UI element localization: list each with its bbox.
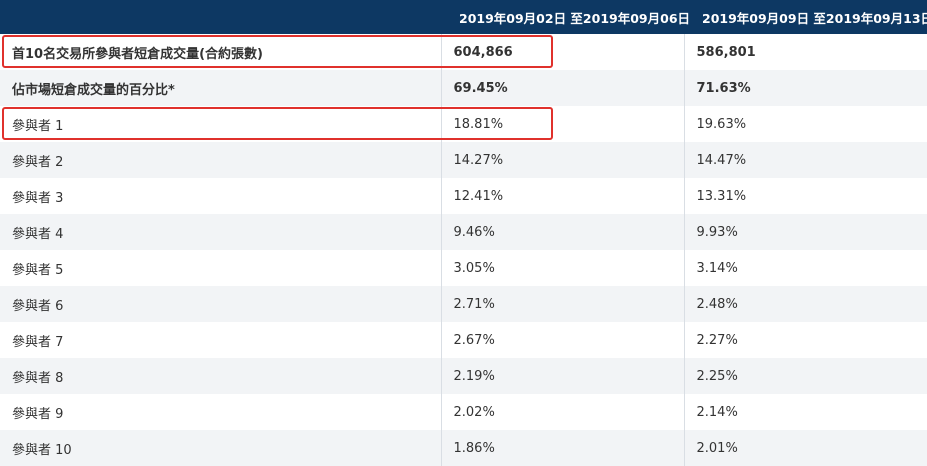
row-value-week1: 3.05% xyxy=(441,250,685,286)
row-value-week1: 2.71% xyxy=(441,286,685,322)
row-value-week2: 2.14% xyxy=(684,394,927,430)
row-label: 參與者 2 xyxy=(0,142,442,178)
column-header-week2: 2019年09月09日 至2019年09月13日 xyxy=(684,0,927,34)
table-row-participant-7: 參與者 7 2.67% 2.27% xyxy=(0,322,927,358)
row-label: 參與者 8 xyxy=(0,358,442,394)
row-label: 首10名交易所參與者短倉成交量(合約張數) xyxy=(0,34,442,70)
table-row-participant-4: 參與者 4 9.46% 9.93% xyxy=(0,214,927,250)
row-value-week1: 14.27% xyxy=(441,142,685,178)
row-value-week2: 9.93% xyxy=(684,214,927,250)
row-value-week1: 1.86% xyxy=(441,430,685,466)
table-header-row: 2019年09月02日 至2019年09月06日 2019年09月09日 至20… xyxy=(0,0,927,34)
row-value-week2: 3.14% xyxy=(684,250,927,286)
column-header-label xyxy=(0,0,441,34)
row-label: 參與者 6 xyxy=(0,286,442,322)
row-value-week1: 2.19% xyxy=(441,358,685,394)
row-value-week2: 14.47% xyxy=(684,142,927,178)
row-value-week2: 586,801 xyxy=(684,34,927,70)
row-value-week2: 71.63% xyxy=(684,70,927,106)
row-label: 參與者 5 xyxy=(0,250,442,286)
table-row-participant-9: 參與者 9 2.02% 2.14% xyxy=(0,394,927,430)
row-label: 參與者 1 xyxy=(0,106,442,142)
row-value-week2: 19.63% xyxy=(684,106,927,142)
table-row-total-volume: 首10名交易所參與者短倉成交量(合約張數) 604,866 586,801 xyxy=(0,34,927,70)
row-value-week2: 2.27% xyxy=(684,322,927,358)
table-row-participant-1: 參與者 1 18.81% 19.63% xyxy=(0,106,927,142)
row-value-week1: 2.67% xyxy=(441,322,685,358)
row-value-week1: 69.45% xyxy=(441,70,685,106)
table-row-market-share: 佔市場短倉成交量的百分比* 69.45% 71.63% xyxy=(0,70,927,106)
column-header-week1: 2019年09月02日 至2019年09月06日 xyxy=(441,0,690,34)
row-label: 參與者 10 xyxy=(0,430,442,466)
row-value-week1: 18.81% xyxy=(441,106,685,142)
table-row-participant-3: 參與者 3 12.41% 13.31% xyxy=(0,178,927,214)
table-row-participant-2: 參與者 2 14.27% 14.47% xyxy=(0,142,927,178)
row-value-week1: 604,866 xyxy=(441,34,685,70)
table-row-participant-10: 參與者 10 1.86% 2.01% xyxy=(0,430,927,466)
row-label: 佔市場短倉成交量的百分比* xyxy=(0,70,442,106)
row-value-week2: 2.48% xyxy=(684,286,927,322)
row-label: 參與者 3 xyxy=(0,178,442,214)
row-value-week2: 2.01% xyxy=(684,430,927,466)
row-label: 參與者 4 xyxy=(0,214,442,250)
table-row-participant-5: 參與者 5 3.05% 3.14% xyxy=(0,250,927,286)
row-label: 參與者 9 xyxy=(0,394,442,430)
row-value-week1: 2.02% xyxy=(441,394,685,430)
row-value-week1: 9.46% xyxy=(441,214,685,250)
row-label: 參與者 7 xyxy=(0,322,442,358)
table-row-participant-8: 參與者 8 2.19% 2.25% xyxy=(0,358,927,394)
table-row-participant-6: 參與者 6 2.71% 2.48% xyxy=(0,286,927,322)
row-value-week2: 2.25% xyxy=(684,358,927,394)
row-value-week1: 12.41% xyxy=(441,178,685,214)
row-value-week2: 13.31% xyxy=(684,178,927,214)
